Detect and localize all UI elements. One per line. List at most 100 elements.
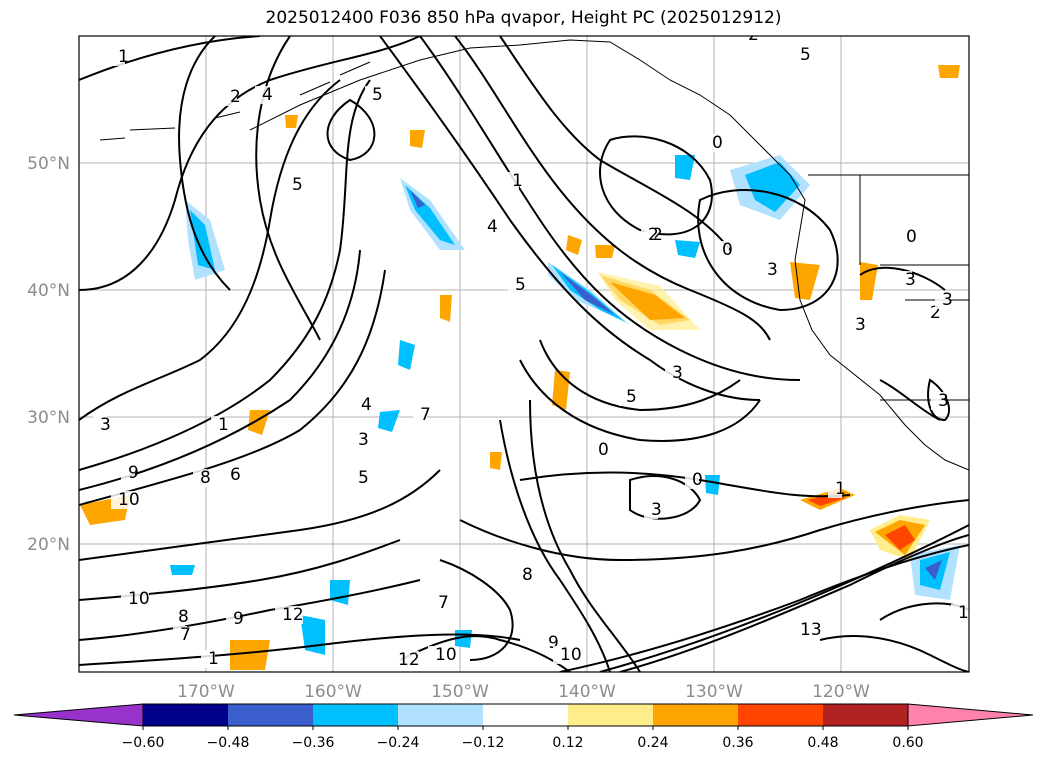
- contour-label-bg: [431, 594, 445, 612]
- contour-label: 7: [420, 405, 431, 425]
- contour-label-bg: [553, 646, 581, 664]
- longitude-tick-labels: 170°W 160°W 150°W 140°W 130°W 120°W: [177, 682, 870, 702]
- contour-label: 10: [118, 490, 140, 510]
- contour-label: 3: [938, 391, 949, 411]
- contour-label: 4: [361, 395, 372, 415]
- contour-label: 5: [800, 45, 811, 65]
- contour-label: 5: [358, 468, 369, 488]
- colorbar-extend-high: [907, 703, 1034, 727]
- contour-label: 3: [672, 363, 683, 383]
- lon-tick-label: 120°W: [812, 682, 870, 702]
- contour-label-bg: [354, 396, 368, 414]
- contour-label: 0: [906, 227, 917, 247]
- contour-label-bg: [705, 134, 719, 152]
- colorbar-bin: [228, 704, 313, 726]
- contour-label-bg: [641, 226, 655, 244]
- contour-label-bg: [351, 431, 365, 449]
- chart-title: 2025012400 F036 850 hPa qvapor, Height P…: [265, 8, 782, 28]
- contour-label-bg: [413, 406, 427, 424]
- contour-label: 2: [230, 87, 241, 107]
- contour-label-bg: [93, 416, 107, 434]
- colorbar-bin: [398, 704, 483, 726]
- lon-tick-label: 150°W: [431, 682, 489, 702]
- contour-label-bg: [685, 471, 699, 489]
- contour-label: 5: [626, 387, 637, 407]
- contour-label-bg: [391, 651, 419, 669]
- contour-label: 10: [560, 645, 582, 665]
- contour-label: 2: [648, 225, 659, 245]
- contour-label: 10: [128, 589, 150, 609]
- colorbar-outline: [142, 703, 909, 727]
- contour-label: 1: [118, 47, 129, 67]
- lon-tick-label: 140°W: [558, 682, 616, 702]
- contour-label: 7: [180, 625, 191, 645]
- lon-tick-label: 160°W: [304, 682, 362, 702]
- contour-label: 2: [652, 225, 663, 245]
- lat-tick-label: 50°N: [27, 154, 70, 174]
- colorbar-bin: [653, 704, 738, 726]
- contour-label-bg: [171, 608, 185, 626]
- contour-label-bg: [480, 218, 494, 236]
- lon-tick-label: 170°W: [177, 682, 235, 702]
- contour-label-bg: [515, 566, 529, 584]
- colorbar-label: −0.24: [377, 735, 420, 751]
- contour-label: 3: [855, 315, 866, 335]
- contour-label-bg: [508, 276, 522, 294]
- lat-tick-label: 20°N: [27, 535, 70, 555]
- colorbar-extend-low: [13, 703, 144, 727]
- contour-label: 12: [398, 650, 420, 670]
- contour-label-bg: [591, 441, 605, 459]
- contour-label-bg: [848, 316, 862, 334]
- contour-label: 8: [178, 607, 189, 627]
- contour-label: 1: [208, 649, 219, 669]
- colorbar-bin: [738, 704, 823, 726]
- colorbar: −0.60 −0.48 −0.36 −0.24 −0.12 0.12 0.24 0.36 0.4…: [13, 703, 1034, 751]
- contour-label-bg: [223, 88, 237, 106]
- contour-label: 9: [548, 633, 559, 653]
- lat-tick-label: 40°N: [27, 281, 70, 301]
- contour-label-bg: [931, 392, 945, 410]
- contour-label-bg: [505, 172, 519, 190]
- contour-label-bg: [275, 606, 303, 624]
- colorbar-label: −0.12: [462, 735, 505, 751]
- contour-label-bg: [644, 501, 658, 519]
- contour-label-bg: [715, 241, 729, 259]
- contour-label-bg: [173, 626, 187, 644]
- colorbar-label: 0.36: [722, 735, 753, 751]
- contour-label-bg: [760, 261, 774, 279]
- contour-label-bg: [201, 650, 215, 668]
- contour-label: 0: [722, 240, 733, 260]
- contour-label-bg: [665, 364, 679, 382]
- contour-label-bg: [793, 46, 807, 64]
- lat-tick-label: 30°N: [27, 408, 70, 428]
- colorbar-label: −0.60: [122, 735, 165, 751]
- contour-label: 3: [905, 270, 916, 290]
- contour-label: 10: [435, 645, 457, 665]
- contour-label: 8: [522, 565, 533, 585]
- contour-label-bg: [619, 388, 633, 406]
- colorbar-bin: [143, 704, 228, 726]
- contour-label: 2: [748, 25, 759, 45]
- contour-label: 13: [800, 620, 822, 640]
- contour-label: 7: [438, 593, 449, 613]
- contour-label: 0: [712, 133, 723, 153]
- colorbar-bin: [313, 704, 398, 726]
- contour-label-bg: [193, 469, 207, 487]
- contour-label-bg: [898, 271, 912, 289]
- coastlines: [99, 39, 969, 471]
- contour-label-bg: [365, 86, 379, 104]
- contour-label-bg: [255, 86, 269, 104]
- contour-label-bg: [923, 304, 937, 322]
- colorbar-label: 0.24: [637, 735, 668, 751]
- contour-label: 3: [358, 430, 369, 450]
- contour-label: 1: [218, 415, 229, 435]
- contour-label: 3: [942, 290, 953, 310]
- contour-label: 0: [692, 470, 703, 490]
- contour-label-bg: [741, 36, 755, 44]
- colorbar-label: −0.36: [292, 735, 335, 751]
- lon-tick-label: 130°W: [685, 682, 743, 702]
- contour-label: 4: [487, 217, 498, 237]
- contour-label-bg: [211, 416, 225, 434]
- contour-label: 1: [835, 479, 846, 499]
